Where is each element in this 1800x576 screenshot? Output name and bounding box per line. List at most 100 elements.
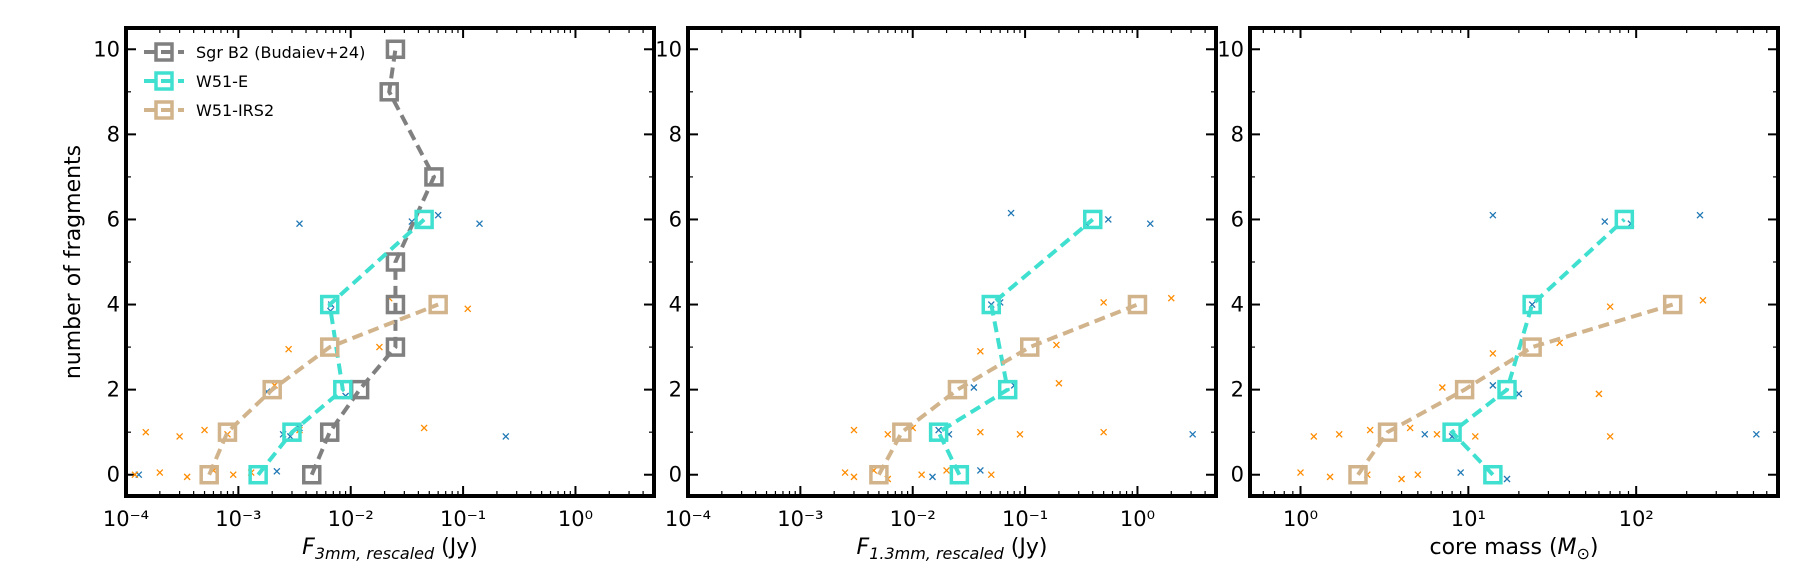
series-point (1019, 337, 1040, 357)
y-tick-label: 10 (93, 37, 120, 61)
x-axis-label: core mass (M⊙) (1429, 535, 1598, 563)
w51e-core-marker (1752, 430, 1760, 438)
x-tick-label: 10² (1619, 507, 1654, 531)
legend-entry: W51-IRS2 (144, 100, 274, 120)
y-tick-label: 2 (1231, 378, 1244, 402)
w51irs2-core-marker (943, 467, 951, 474)
w51e-core-marker (476, 220, 483, 228)
w51e-core-marker (273, 467, 281, 475)
w51irs2-core-marker (850, 426, 858, 434)
w51irs2-core-marker (1016, 430, 1024, 438)
x-tick-label: 10⁻¹ (1002, 507, 1048, 531)
y-tick-label: 10 (655, 37, 682, 61)
series-line (1449, 217, 1626, 477)
w51irs2-core-marker (987, 471, 995, 479)
series-line (309, 48, 437, 476)
y-tick-label: 6 (1231, 207, 1244, 231)
w51irs2-core-marker (850, 473, 858, 481)
y-tick-label: 8 (1231, 122, 1244, 146)
series-point (385, 252, 406, 272)
x-tick-label: 10⁻⁴ (103, 507, 149, 531)
series-line (877, 302, 1139, 476)
w51irs2-core-marker (1414, 471, 1422, 479)
w51irs2-core-marker (131, 471, 139, 479)
w51irs2-core-marker (1398, 475, 1406, 483)
y-tick-label: 4 (107, 293, 120, 317)
series-point (319, 294, 340, 315)
series-point (282, 422, 302, 442)
x-tick-label: 10⁻³ (777, 507, 823, 531)
x-tick-label: 10⁰ (1283, 507, 1318, 531)
series-point (414, 209, 434, 230)
plot-area (841, 209, 1197, 485)
w51irs2-core-marker (420, 424, 428, 432)
w51e-core-marker (1421, 430, 1429, 438)
w51irs2-core-marker (375, 343, 383, 351)
w51irs2-core-marker (841, 469, 849, 477)
legend-marker (154, 42, 174, 62)
w51irs2-core-marker (1326, 473, 1334, 481)
y-tick-label: 4 (669, 293, 682, 317)
series-line (936, 217, 1095, 476)
w51irs2-core-marker (1052, 341, 1060, 349)
y-tick-label: 6 (107, 207, 120, 231)
y-tick-label: 2 (107, 378, 120, 402)
y-tick-label: 8 (669, 122, 682, 146)
series-point (869, 464, 889, 485)
series-point (1483, 464, 1503, 485)
series-point (947, 379, 968, 400)
series-point (217, 422, 238, 442)
w51e-core-marker (1696, 211, 1704, 219)
w51irs2-core-marker (183, 473, 191, 481)
w51e-core-marker (296, 220, 303, 228)
series-point (892, 422, 912, 442)
w51e-core-marker (1146, 220, 1154, 228)
series-point (1454, 379, 1475, 400)
series-point (385, 294, 406, 315)
w51irs2-core-marker (464, 305, 472, 313)
y-axis-label: number of fragments (61, 145, 86, 379)
x-tick-label: 10⁰ (1120, 507, 1155, 531)
x-tick-label: 10¹ (1451, 507, 1486, 531)
w51e-core-marker (434, 211, 442, 219)
x-tick-label: 10⁻³ (215, 507, 261, 531)
y-tick-label: 0 (107, 463, 120, 487)
series-point (1442, 422, 1462, 442)
w51irs2-core-marker (1297, 469, 1304, 477)
series-point (1348, 464, 1368, 485)
w51e-core-marker (1489, 381, 1497, 389)
series-point (1522, 294, 1542, 315)
panel-3: 10⁰ 10¹ 10² 0 2 4 6 8 10 core mass (M⊙) (1217, 26, 1780, 563)
series-point (385, 39, 406, 60)
series-point (379, 82, 399, 102)
w51irs2-core-marker (1489, 350, 1497, 357)
x-tick-label: 10⁰ (558, 507, 593, 531)
w51e-core-marker (1601, 218, 1609, 226)
series-point (1127, 294, 1148, 315)
legend-marker (154, 71, 174, 91)
w51irs2-core-marker (1167, 294, 1175, 302)
w51irs2-core-marker (1606, 303, 1614, 311)
series-point (949, 464, 970, 485)
w51irs2-core-marker (1100, 298, 1108, 306)
series-point (1662, 294, 1683, 315)
x-tick-label: 10⁻⁴ (665, 507, 711, 531)
w51irs2-core-marker (1100, 428, 1108, 436)
w51irs2-core-marker (976, 428, 984, 436)
w51e-core-marker (1104, 215, 1112, 223)
y-tick-label: 0 (1231, 463, 1244, 487)
x-axis-label: F1.3mm, rescaled (Jy) (857, 535, 1048, 563)
y-tick-label: 10 (1217, 37, 1244, 61)
series-point (428, 294, 448, 315)
legend-entry: W51-E (144, 71, 248, 91)
legend-marker (154, 100, 174, 120)
series-point (385, 337, 406, 357)
w51irs2-core-marker (976, 347, 984, 355)
w51e-core-marker (976, 467, 984, 474)
legend-label: W51-IRS2 (196, 101, 274, 120)
w51irs2-core-marker (1606, 432, 1614, 440)
w51irs2-core-marker (229, 471, 237, 479)
w51irs2-core-marker (1595, 390, 1603, 398)
x-tick-label: 10⁻² (328, 507, 374, 531)
